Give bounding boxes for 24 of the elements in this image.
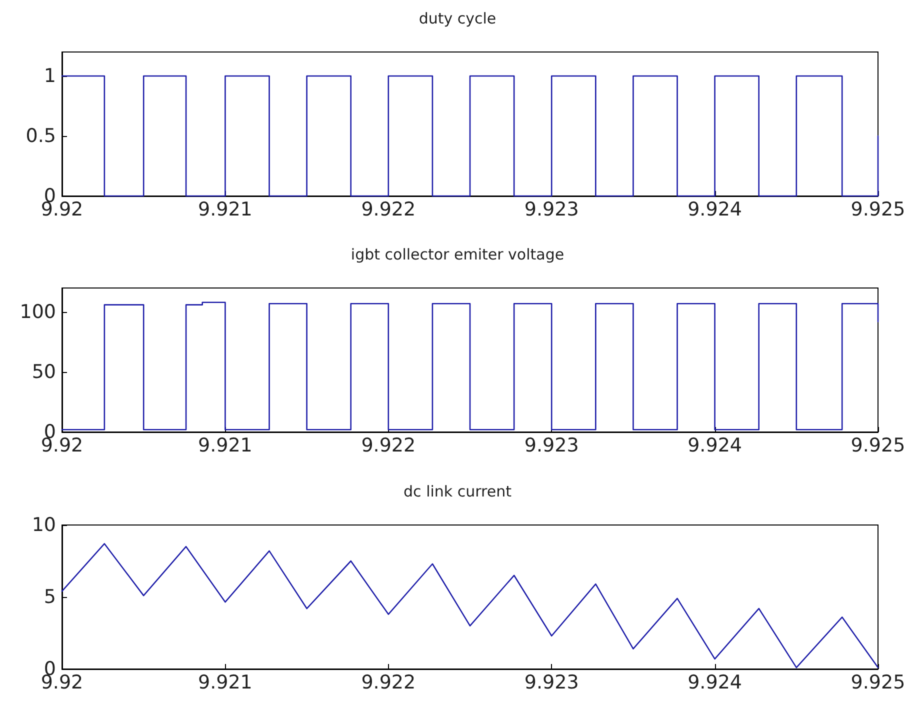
x-tick-label: 9.921 [198, 672, 252, 694]
x-tick-label: 9.922 [361, 434, 416, 456]
y-tick-label: 10 [32, 514, 56, 536]
y-tick-label: 1 [44, 65, 56, 87]
x-tick-label: 9.924 [688, 198, 742, 220]
x-tick-label: 9.922 [361, 672, 416, 694]
x-tick-label: 9.923 [524, 198, 579, 220]
y-tick-label: 100 [20, 301, 56, 323]
y-tick-label: 0.5 [26, 125, 56, 147]
y-tick-label: 50 [32, 361, 56, 383]
x-tick-label: 9.924 [688, 672, 742, 694]
chart-title: dc link current [404, 482, 512, 500]
x-tick-label: 9.925 [850, 672, 906, 694]
x-tick-label: 9.923 [524, 672, 579, 694]
chart-title: duty cycle [418, 10, 496, 28]
x-tick-label: 9.921 [198, 198, 252, 220]
x-tick-label: 9.921 [198, 434, 252, 456]
chart-title: igbt collector emiter voltage [350, 246, 564, 264]
x-tick-label: 9.924 [688, 434, 742, 456]
y-tick-label: 5 [44, 586, 56, 608]
x-tick-label: 9.925 [850, 198, 906, 220]
x-tick-label: 9.925 [850, 434, 906, 456]
x-tick-label: 9.923 [524, 434, 579, 456]
x-tick-label: 9.922 [361, 198, 416, 220]
